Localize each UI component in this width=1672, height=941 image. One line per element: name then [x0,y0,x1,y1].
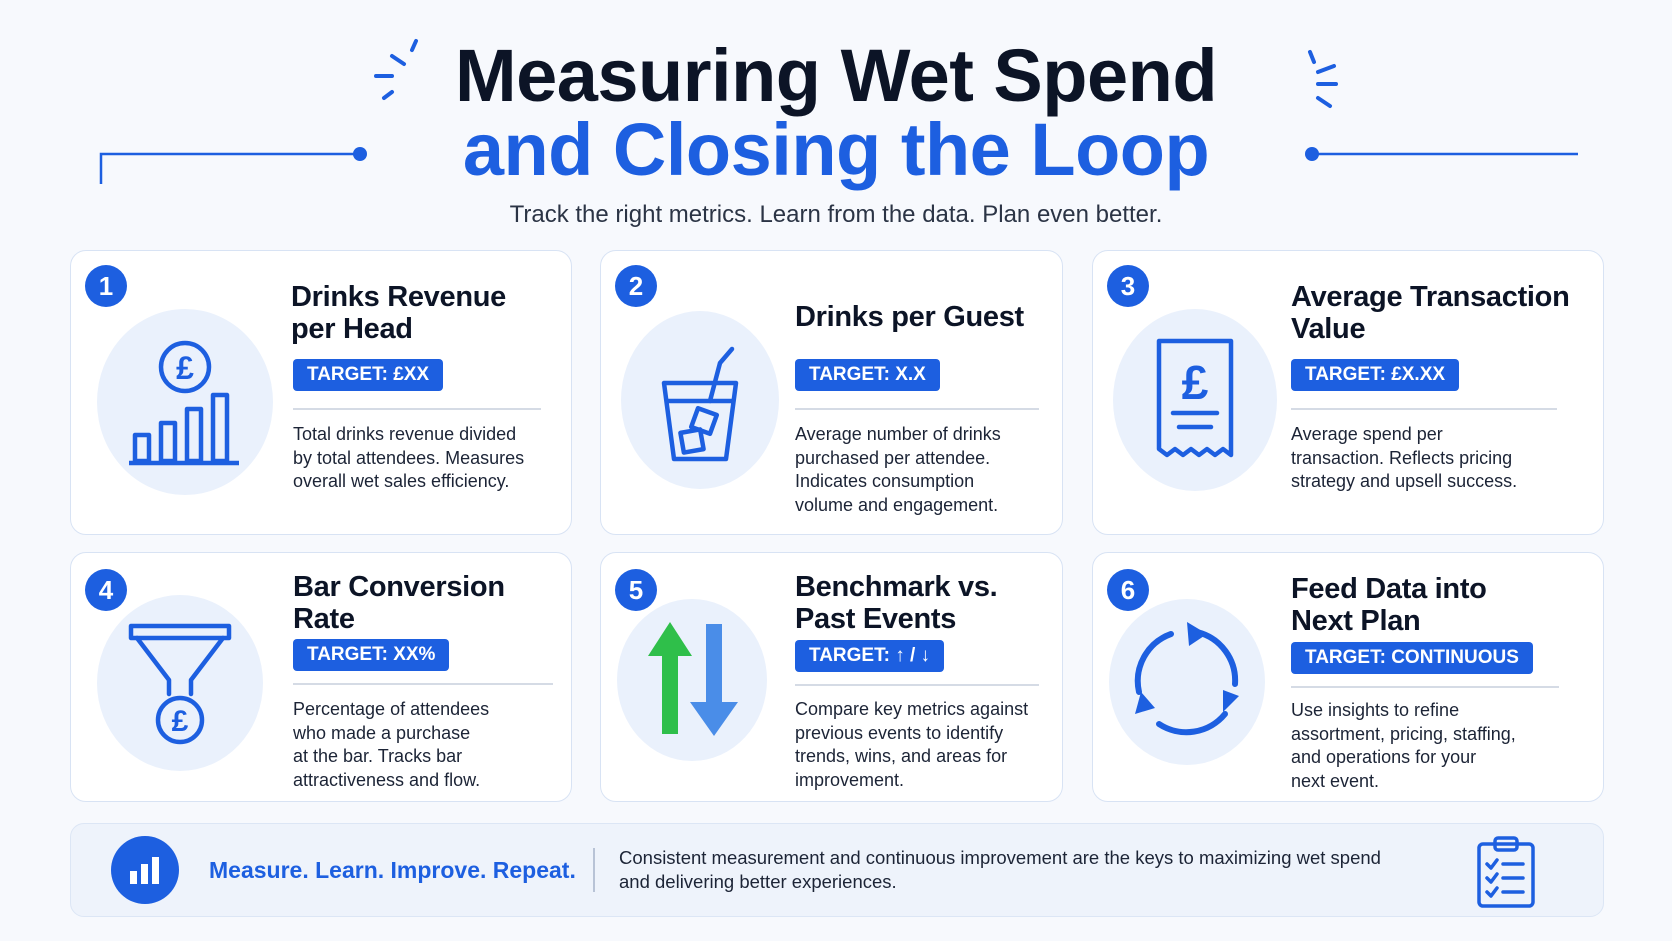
divider [1291,408,1557,410]
footer-text: Consistent measurement and continuous im… [619,847,1381,892]
card-description: Compare key metrics against previous eve… [795,699,1029,790]
target-badge: TARGET: XX% [293,639,450,671]
card-description: Percentage of attendees who made a purch… [293,699,490,790]
icon-circle: £ [97,309,273,495]
receipt-icon: £ [1156,338,1234,458]
card-title: Benchmark vs. Past Events [795,571,998,635]
footer-divider [593,848,595,892]
funnel-icon: £ [128,623,232,745]
card-description: Average spend per transaction. Reflects … [1291,424,1518,491]
metric-card-drinks-per-guest: 2 Drinks per Guest TARGET: X.X Average n… [600,250,1063,535]
card-title: Drinks per Guest [795,301,1024,333]
target-badge: TARGET: ↑ / ↓ [795,640,945,672]
divider [795,408,1039,410]
svg-text:£: £ [176,350,194,386]
step-badge-3: 3 [1107,265,1149,307]
card-title: Feed Data into Next Plan [1291,573,1487,637]
metric-card-bar-conversion: 4 £ Bar Conversion Rate TARGET: XX% Perc… [70,552,572,802]
title-line-2: and Closing the Loop [462,108,1210,191]
card-description: Use insights to refine assortment, prici… [1291,700,1516,791]
clipboard-checklist-icon [1477,836,1535,908]
card-title: Bar Conversion Rate [293,571,505,635]
step-badge-6: 6 [1107,569,1149,611]
divider [293,408,541,410]
metric-card-feed-data: 6 Feed Data into Next Plan TARGET: CONTI… [1092,552,1604,802]
svg-text:£: £ [1182,357,1209,410]
card-title: Drinks Revenue per Head [291,281,506,345]
icon-circle: £ [1113,309,1277,491]
icon-circle [1109,599,1265,765]
card-title: Average Transaction Value [1291,281,1570,345]
right-spark-icon [1308,50,1338,108]
subtitle: Track the right metrics. Learn from the … [509,201,1163,228]
target-badge: TARGET: CONTINUOUS [1291,642,1533,674]
metric-card-revenue-per-head: 1 £ Drinks Revenue per Head TARGET: £XX … [70,250,572,535]
bar-chart-icon [111,836,179,904]
icon-circle [621,311,779,489]
metric-card-average-transaction: 3 £ Average Transaction Value TARGET: £X… [1092,250,1604,535]
target-badge: TARGET: £X.XX [1291,359,1460,391]
step-badge-2: 2 [615,265,657,307]
title-line-1: Measuring Wet Spend [454,34,1218,117]
divider [795,684,1039,686]
card-description: Total drinks revenue divided by total at… [293,424,525,491]
step-badge-1: 1 [85,265,127,307]
left-connector-line [99,147,367,184]
right-connector-line [1305,147,1578,161]
target-badge: TARGET: £XX [293,359,444,391]
left-spark-icon [374,39,418,100]
divider [293,683,553,685]
step-badge-4: 4 [85,569,127,611]
svg-text:£: £ [172,705,189,738]
target-badge: TARGET: X.X [795,359,940,391]
divider [1291,686,1559,688]
step-badge-5: 5 [615,569,657,611]
footer-slogan: Measure. Learn. Improve. Repeat. [209,857,576,883]
up-down-arrows-icon [648,622,738,736]
pound-bar-chart-icon: £ [129,340,239,466]
drink-glass-icon [661,346,739,462]
card-description: Average number of drinks purchased per a… [795,424,1001,515]
metric-card-benchmark: 5 Benchmark vs. Past Events TARGET: ↑ / … [600,552,1063,802]
refresh-cycle-icon [1134,622,1239,736]
icon-circle: £ [97,595,263,771]
icon-circle [617,599,767,761]
footer-banner: Measure. Learn. Improve. Repeat. Consist… [70,823,1604,917]
